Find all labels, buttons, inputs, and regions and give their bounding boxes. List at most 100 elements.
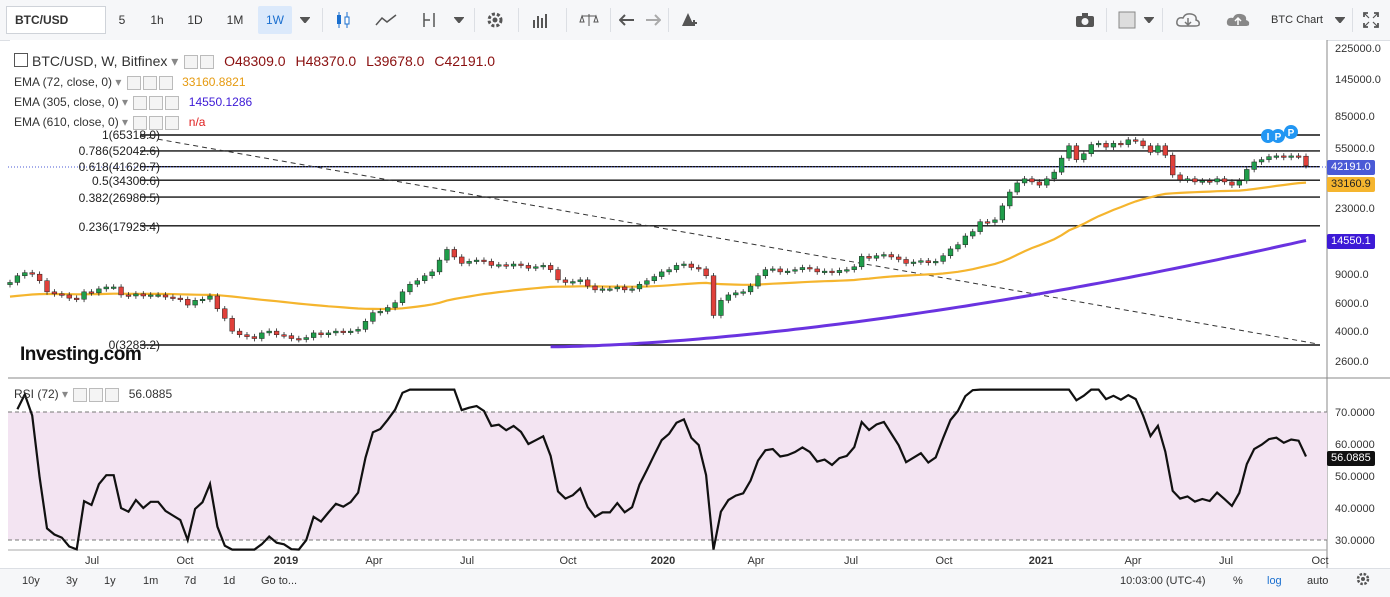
range-1d-button[interactable]: 1d xyxy=(223,575,236,587)
candle-body xyxy=(1133,139,1139,142)
range-10y-button[interactable]: 10y xyxy=(22,575,40,587)
color-box-icon[interactable] xyxy=(1114,6,1140,34)
chart-name-dropdown-icon[interactable] xyxy=(1330,6,1350,34)
settings-icon[interactable] xyxy=(1356,572,1370,589)
range-3y-button[interactable]: 3y xyxy=(66,575,78,587)
rsi-badge: 56.0885 xyxy=(1327,451,1375,466)
chart-name-button[interactable]: BTC Chart xyxy=(1271,14,1323,26)
bars-icon[interactable] xyxy=(526,6,556,34)
settings-icon[interactable] xyxy=(149,95,164,110)
time-tick: Oct xyxy=(176,555,194,567)
candle-body xyxy=(1303,155,1309,166)
candle-body xyxy=(1036,181,1043,186)
percent-scale-button[interactable]: % xyxy=(1233,575,1243,587)
rsi-tick: 30.0000 xyxy=(1335,535,1375,547)
color-dropdown-icon[interactable] xyxy=(1140,6,1158,34)
indicator-dropdown-icon[interactable] xyxy=(448,6,470,34)
settings-icon[interactable] xyxy=(480,6,510,34)
range-1m-button[interactable]: 1m xyxy=(143,575,159,587)
candle-body xyxy=(51,291,58,295)
fib-label-1: 1(65318.0) xyxy=(101,128,160,142)
settings-icon[interactable] xyxy=(200,55,215,70)
undo-icon[interactable] xyxy=(616,6,638,34)
event-marker[interactable]: I xyxy=(1261,129,1275,143)
candle-body xyxy=(970,231,976,237)
candle-body xyxy=(977,221,983,232)
alert-icon[interactable] xyxy=(674,6,702,34)
candle-body xyxy=(962,235,968,245)
close-icon[interactable] xyxy=(165,115,180,130)
candle-body xyxy=(851,266,857,270)
settings-icon[interactable] xyxy=(142,75,157,90)
settings-icon[interactable] xyxy=(89,387,104,402)
candle-body xyxy=(555,269,561,281)
candle-body xyxy=(1214,178,1220,183)
candle-body xyxy=(681,263,687,266)
candle-body xyxy=(547,265,554,270)
camera-icon[interactable] xyxy=(1068,6,1102,34)
symbol-search-input[interactable]: BTC/USD xyxy=(6,6,106,34)
candle-body xyxy=(103,286,109,290)
close-icon[interactable] xyxy=(105,387,120,402)
legend-rsi[interactable]: RSI (72) ▾ 56.0885 xyxy=(14,387,173,402)
hamburger-icon[interactable] xyxy=(14,53,28,67)
interval-1w-button[interactable]: 1W xyxy=(258,6,292,34)
legend-ema610[interactable]: EMA (610, close, 0) ▾ n/a xyxy=(14,115,206,130)
candle-body xyxy=(1066,145,1072,159)
interval-5-button[interactable]: 5 xyxy=(118,13,126,27)
candle-body xyxy=(229,318,235,332)
candle-body xyxy=(140,293,146,297)
candle-body xyxy=(303,337,309,340)
legend-ema305[interactable]: EMA (305, close, 0) ▾ 14550.1286 xyxy=(14,95,253,110)
candle-body xyxy=(199,298,206,301)
interval-dropdown-icon[interactable] xyxy=(294,6,316,34)
scale-icon[interactable] xyxy=(574,6,604,34)
fullscreen-icon[interactable] xyxy=(1356,6,1386,34)
eye-icon[interactable] xyxy=(133,95,148,110)
eye-icon[interactable] xyxy=(133,115,148,130)
log-scale-button[interactable]: log xyxy=(1267,575,1282,587)
interval-1h-button[interactable]: 1h xyxy=(150,13,164,27)
candle-body xyxy=(999,205,1006,221)
redo-icon[interactable] xyxy=(642,6,664,34)
candle-body xyxy=(436,259,443,273)
legend-dropdown-icon[interactable]: ▾ xyxy=(167,53,183,69)
close-icon[interactable] xyxy=(158,75,173,90)
range-1y-button[interactable]: 1y xyxy=(104,575,116,587)
range-7d-button[interactable]: 7d xyxy=(184,575,197,587)
auto-scale-button[interactable]: auto xyxy=(1307,575,1329,587)
candles-icon[interactable] xyxy=(328,6,358,34)
legend-ema72[interactable]: EMA (72, close, 0) ▾ 33160.8821 xyxy=(14,75,246,90)
candle-body xyxy=(348,330,354,333)
svg-text:P: P xyxy=(1288,128,1295,139)
candle-body xyxy=(525,265,532,269)
interval-1d-button[interactable]: 1D xyxy=(187,13,203,27)
event-marker[interactable]: P xyxy=(1271,129,1285,143)
candle-body xyxy=(29,272,35,275)
cloud-upload-icon[interactable] xyxy=(1216,6,1260,34)
candle-body xyxy=(1088,144,1094,155)
time-tick: Oct xyxy=(1311,555,1329,567)
goto-button[interactable]: Go to... xyxy=(261,575,298,587)
line-chart-icon[interactable] xyxy=(366,6,406,34)
candle-body xyxy=(518,263,524,266)
candle-body xyxy=(644,280,650,285)
price-tick: 23000.0 xyxy=(1335,203,1375,215)
interval-1m-button[interactable]: 1M xyxy=(226,13,244,27)
event-marker[interactable]: P xyxy=(1284,125,1298,139)
eye-icon[interactable] xyxy=(73,387,88,402)
candle-body xyxy=(466,261,472,264)
candle-body xyxy=(814,268,820,273)
eye-icon[interactable] xyxy=(184,55,199,70)
fib-label-0: 0(3283.2) xyxy=(108,338,160,352)
candle-body xyxy=(1125,139,1131,145)
eye-icon[interactable] xyxy=(126,75,141,90)
close-icon[interactable] xyxy=(165,95,180,110)
cloud-download-icon[interactable] xyxy=(1168,6,1208,34)
candle-body xyxy=(933,261,939,264)
candle-body xyxy=(562,279,569,283)
candle-body xyxy=(273,330,280,335)
settings-icon[interactable] xyxy=(149,115,164,130)
indicator-icon[interactable] xyxy=(414,6,444,34)
